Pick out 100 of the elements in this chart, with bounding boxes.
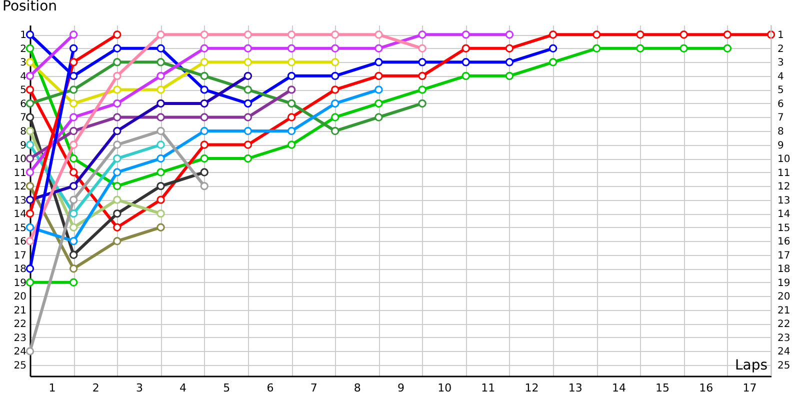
point	[26, 196, 34, 204]
point	[69, 264, 78, 273]
point	[156, 154, 165, 163]
point	[156, 168, 165, 176]
point	[418, 72, 426, 80]
y-tick-label: 4	[20, 71, 26, 82]
point	[26, 347, 34, 356]
point	[113, 126, 122, 136]
y2-tick-label: 14	[778, 209, 790, 220]
point	[156, 72, 165, 80]
point	[636, 44, 644, 52]
y-tick-label: 17	[14, 250, 26, 262]
point	[26, 278, 34, 286]
point	[69, 182, 78, 190]
x-tick-label: 14	[612, 382, 626, 394]
point	[156, 223, 165, 232]
point	[244, 44, 252, 52]
y2-tick-label: 15	[778, 222, 790, 234]
point	[331, 86, 340, 94]
y2-tick-label: 19	[778, 278, 790, 289]
point	[287, 30, 296, 39]
point	[156, 140, 165, 149]
point	[69, 237, 78, 246]
x-tick-label: 1	[48, 382, 56, 394]
x-tick-label: 15	[656, 382, 670, 394]
point	[331, 58, 340, 66]
point	[287, 58, 296, 66]
point	[156, 86, 165, 94]
point	[69, 99, 78, 108]
point	[26, 168, 34, 176]
y2-tick-label: 21	[778, 305, 790, 316]
point	[69, 209, 78, 218]
y-tick-label: 1	[20, 30, 26, 42]
y2-tick-label: 9	[778, 140, 784, 152]
point	[26, 99, 34, 108]
point	[244, 30, 252, 39]
point	[200, 99, 208, 108]
point	[287, 86, 296, 94]
x-tick-label: 7	[310, 382, 318, 394]
point	[26, 58, 34, 66]
y2-tick-label: 20	[778, 292, 790, 303]
point	[200, 30, 208, 39]
y-tick-label: 13	[14, 195, 26, 206]
point	[156, 99, 165, 108]
y2-tick-label: 4	[778, 71, 784, 82]
x-tick-label: 2	[92, 382, 100, 394]
point	[200, 86, 208, 94]
point	[723, 30, 732, 39]
point	[200, 140, 208, 149]
point	[113, 209, 122, 218]
point	[374, 113, 383, 122]
y2-tick-label: 25	[778, 360, 790, 372]
point	[287, 113, 296, 122]
y-tick-label: 25	[14, 360, 26, 372]
point	[418, 44, 426, 52]
x-tick-label: 9	[398, 382, 404, 394]
point	[200, 182, 208, 190]
point	[548, 30, 558, 39]
x-tick-label: 4	[180, 382, 187, 394]
y-tick-label: 14	[14, 209, 26, 220]
point	[462, 44, 470, 52]
point	[69, 250, 78, 259]
point	[244, 86, 252, 94]
x-tick-label: 17	[742, 382, 757, 394]
point	[374, 30, 383, 39]
y-tick-label: 15	[14, 222, 26, 234]
point	[113, 168, 122, 176]
point	[331, 30, 340, 39]
x-tick-label: 8	[354, 382, 361, 394]
point	[244, 154, 252, 163]
y-tick-label: 18	[14, 264, 26, 276]
point	[69, 140, 78, 149]
point	[26, 30, 34, 39]
point	[505, 30, 514, 39]
y2-tick-label: 3	[778, 58, 784, 69]
point	[287, 99, 296, 108]
point	[331, 126, 340, 136]
point	[548, 44, 558, 52]
point	[26, 154, 34, 163]
point	[200, 72, 208, 80]
point	[69, 44, 78, 52]
y-tick-label: 9	[20, 140, 26, 152]
y2-tick-label: 16	[778, 236, 790, 248]
point	[200, 126, 208, 136]
point	[26, 182, 34, 190]
y-tick-label: 8	[20, 126, 26, 138]
point	[244, 126, 252, 136]
point	[244, 58, 252, 66]
point	[200, 58, 208, 66]
point	[418, 86, 426, 94]
point	[113, 182, 122, 190]
y-tick-label: 16	[14, 236, 26, 248]
y2-tick-label: 5	[778, 85, 784, 96]
point	[505, 58, 514, 66]
y-axis-title: Position	[2, 0, 58, 14]
point	[69, 72, 78, 80]
x-tick-label: 11	[481, 382, 496, 394]
y2-tick-label: 22	[778, 319, 790, 330]
point	[69, 196, 78, 204]
point	[418, 58, 426, 66]
